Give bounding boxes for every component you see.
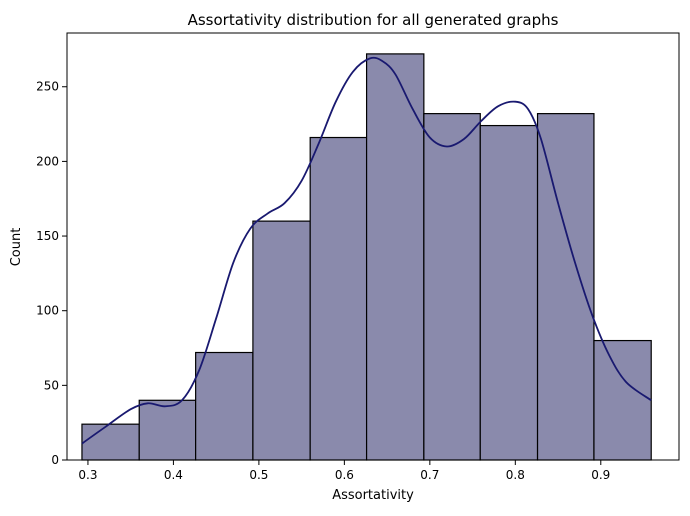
y-axis-label: Count [9,228,24,267]
histogram-bar [195,351,254,461]
histogram-bar [536,113,595,461]
x-tick-label: 0.6 [335,468,354,482]
chart-title: Assortativity distribution for all gener… [188,11,559,29]
histogram-bar [81,423,140,461]
bars-group [81,53,652,461]
histogram-bar [423,113,481,461]
histogram-bar [309,136,368,461]
x-tick-label: 0.7 [420,468,439,482]
kde-line [81,56,652,445]
x-tick-label: 0.9 [591,468,610,482]
y-tick-label: 0 [51,453,59,467]
y-axis-ticks: 0 50 100 150 200 250 [36,80,67,467]
histogram-bar [365,53,425,461]
plot-frame [66,32,680,461]
y-tick-label: 200 [36,154,59,168]
x-tick-label: 0.5 [249,468,268,482]
histogram-bar [252,220,311,461]
histogram-bar [138,399,197,461]
x-tick-label: 0.8 [506,468,525,482]
y-tick-label: 50 [44,378,59,392]
y-tick-label: 100 [36,304,59,318]
y-tick-label: 250 [36,80,59,94]
histogram-bar [479,124,539,461]
x-tick-label: 0.3 [78,468,97,482]
y-tick-label: 150 [36,229,59,243]
x-axis-label: Assortativity [332,488,414,503]
x-axis-ticks: 0.3 0.4 0.5 0.6 0.7 0.8 0.9 [78,460,610,482]
histogram-bar [593,339,652,461]
x-tick-label: 0.4 [164,468,183,482]
